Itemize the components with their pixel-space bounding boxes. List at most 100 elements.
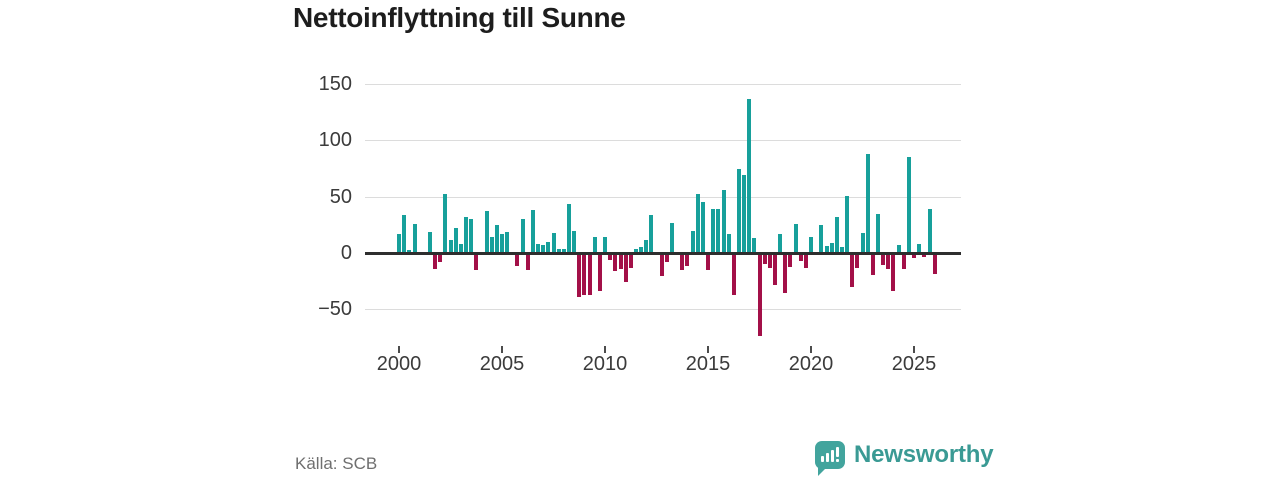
- bar-2024-q2: [896, 245, 901, 253]
- bar-2018-q4: [783, 254, 788, 293]
- bar-2021-q2: [834, 217, 839, 253]
- bar-2008-q4: [577, 254, 582, 298]
- bar-2012-q2: [649, 214, 654, 253]
- bar-2000-q4: [412, 223, 417, 253]
- mini-bar-icon: [826, 453, 829, 462]
- bar-2012-q4: [659, 254, 664, 276]
- bar-2001-q3: [427, 231, 432, 253]
- bar-2014-q1: [685, 254, 690, 266]
- bar-2022-q2: [855, 254, 860, 268]
- bar-2018-q1: [767, 254, 772, 268]
- bar-2019-q4: [803, 254, 808, 268]
- bar-2018-q2: [773, 254, 777, 285]
- bar-2010-q1: [603, 237, 607, 253]
- newsworthy-logo: Newsworthy: [815, 441, 994, 476]
- bar-2009-q2: [587, 254, 592, 295]
- bar-2010-q4: [618, 254, 623, 270]
- bar-2009-q4: [597, 254, 602, 291]
- newsworthy-wordmark: Newsworthy: [854, 441, 994, 468]
- x-tick-label-2010: 2010: [582, 353, 628, 375]
- bar-2025-q4: [927, 209, 932, 253]
- bar-2009-q1: [582, 254, 587, 295]
- x-tick-label-2020: 2020: [788, 353, 834, 375]
- x-tick-2010: [604, 346, 606, 353]
- bar-2025-q1: [912, 254, 916, 258]
- bar-2021-q3: [839, 247, 844, 253]
- bar-2016-q1: [726, 233, 731, 253]
- bar-2025-q2: [917, 244, 922, 253]
- bar-2024-q4: [906, 157, 911, 253]
- bar-2007-q2: [546, 241, 551, 253]
- bar-2015-q1: [706, 254, 710, 271]
- bar-2006-q1: [520, 219, 525, 253]
- bar-2014-q3: [695, 194, 700, 253]
- bar-2003-q2: [464, 217, 468, 253]
- bar-2004-q2: [484, 211, 489, 253]
- bar-2011-q4: [639, 247, 644, 253]
- exclamation-icon: [836, 447, 839, 457]
- bar-2020-q4: [824, 246, 829, 253]
- bar-2019-q1: [788, 254, 793, 267]
- bar-2013-q4: [680, 254, 685, 271]
- bar-2008-q1: [561, 248, 566, 253]
- plot-area: [365, 84, 961, 336]
- bar-2005-q2: [505, 231, 510, 253]
- bar-2026-q1: [932, 254, 937, 274]
- gridline-100: [365, 140, 961, 142]
- x-tick-label-2005: 2005: [479, 353, 525, 375]
- bar-2017-q3: [757, 254, 762, 336]
- bar-2016-q3: [736, 168, 741, 253]
- bar-2019-q2: [793, 223, 798, 253]
- bar-2003-q4: [474, 254, 479, 271]
- bar-2006-q4: [536, 244, 541, 253]
- speech-bubble-tail: [818, 467, 827, 476]
- bar-2007-q1: [541, 245, 546, 253]
- bar-2022-q3: [860, 232, 865, 253]
- bar-2011-q2: [628, 254, 633, 268]
- bar-2020-q3: [819, 224, 824, 253]
- bar-2022-q4: [865, 153, 870, 253]
- bar-2023-q1: [870, 254, 875, 275]
- bar-2016-q4: [742, 175, 747, 253]
- bar-2007-q3: [551, 232, 556, 253]
- bar-2002-q2: [443, 194, 448, 253]
- gridline-50: [365, 196, 961, 198]
- y-tick-label-150: 150: [318, 73, 352, 96]
- bar-2017-q2: [752, 238, 757, 253]
- y-tick-label-0: 0: [340, 242, 352, 264]
- y-tick-label-50: 50: [329, 185, 352, 208]
- bar-2009-q3: [592, 237, 597, 253]
- bar-2024-q1: [891, 254, 896, 291]
- exclamation-dot-icon: [836, 459, 839, 462]
- bar-2023-q2: [876, 213, 880, 253]
- bar-2008-q3: [572, 230, 577, 253]
- bar-2010-q3: [613, 254, 618, 272]
- bar-2002-q1: [438, 254, 443, 263]
- x-tick-2015: [707, 346, 709, 353]
- x-tick-2000: [398, 346, 400, 353]
- bar-2011-q1: [623, 254, 628, 282]
- bar-2003-q3: [469, 219, 474, 253]
- bar-2004-q4: [494, 224, 499, 253]
- x-tick-2025: [913, 346, 915, 353]
- bar-2020-q1: [809, 237, 813, 253]
- bar-2015-q3: [716, 209, 721, 253]
- x-tick-label-2025: 2025: [891, 353, 937, 375]
- bar-2000-q3: [407, 249, 412, 253]
- bar-2019-q3: [798, 254, 803, 262]
- bar-2022-q1: [850, 254, 855, 288]
- gridline--50: [365, 309, 961, 311]
- bar-2013-q1: [664, 254, 669, 263]
- gridline-150: [365, 84, 961, 86]
- bar-2015-q4: [721, 189, 726, 253]
- bar-2006-q2: [525, 254, 530, 271]
- bar-2002-q4: [453, 228, 458, 253]
- bar-2002-q3: [448, 239, 453, 253]
- x-tick-label-2000: 2000: [376, 353, 422, 375]
- x-tick-2020: [810, 346, 812, 353]
- bar-2024-q3: [901, 254, 906, 270]
- mini-bar-icon: [821, 456, 824, 462]
- bar-2004-q3: [489, 237, 494, 253]
- bar-2000-q2: [402, 214, 407, 253]
